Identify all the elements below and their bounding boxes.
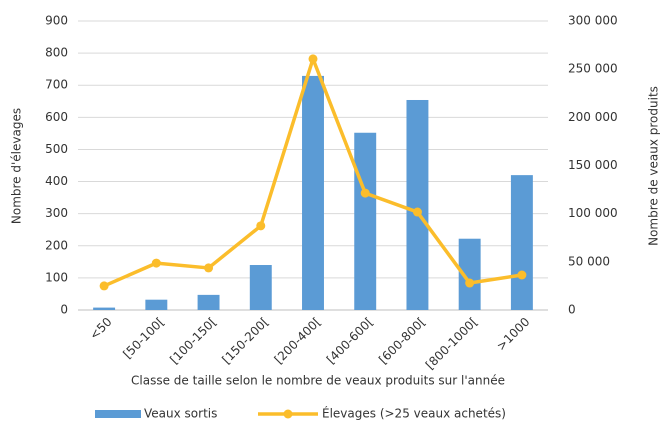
bar [93, 307, 116, 310]
y2-tick-label: 250 000 [568, 62, 618, 76]
x-tick-label: [100-150[ [167, 315, 219, 367]
bar [354, 132, 377, 310]
legend-swatch-marker [283, 409, 293, 419]
bar [510, 175, 533, 310]
y2-tick-label: 0 [568, 303, 576, 317]
bar [458, 238, 481, 310]
line-marker [308, 54, 318, 64]
y-tick-label: 100 [45, 270, 68, 284]
y2-tick-label: 300 000 [568, 14, 618, 28]
line-marker [151, 258, 161, 268]
line-marker [360, 188, 370, 198]
y-tick-label: 500 [45, 142, 68, 156]
y2-tick-label: 100 000 [568, 206, 618, 220]
x-tick-label: [800-1000[ [423, 315, 480, 372]
y2-tick-label: 200 000 [568, 110, 618, 124]
line-marker [256, 221, 266, 231]
y-tick-label: 400 [45, 174, 68, 188]
y-tick-label: 900 [45, 14, 68, 28]
x-tick-label: [150-200[ [219, 315, 271, 367]
legend-label: Veaux sortis [144, 407, 217, 421]
x-tick-label: >1000 [494, 315, 533, 354]
y-axis-title: Nombre d'élevages [10, 108, 24, 224]
x-tick-label: [600-800[ [376, 315, 428, 367]
line-marker [99, 281, 109, 291]
line-marker [412, 207, 422, 217]
bar [249, 265, 272, 310]
y-tick-label: 800 [45, 46, 68, 60]
line-marker [517, 270, 527, 280]
y-tick-label: 700 [45, 78, 68, 92]
y2-tick-label: 150 000 [568, 158, 618, 172]
bar [145, 299, 168, 310]
bar [302, 75, 324, 310]
x-tick-label: [50-100[ [120, 315, 167, 362]
x-axis-title: Classe de taille selon le nombre de veau… [131, 374, 505, 388]
y2-axis-title: Nombre de veaux produits [647, 86, 661, 246]
x-tick-label: [200-400[ [272, 315, 324, 367]
y-tick-label: 0 [60, 303, 68, 317]
x-tick-label: <50 [87, 315, 115, 343]
legend-swatch [95, 410, 141, 418]
line-marker [204, 263, 214, 273]
y2-tick-label: 50 000 [568, 254, 610, 268]
bar [406, 99, 429, 310]
legend-label: Élevages (>25 veaux achetés) [322, 406, 506, 421]
line-marker [465, 278, 475, 288]
x-tick-label: [400-600[ [324, 315, 376, 367]
bar [197, 294, 220, 310]
y-tick-label: 200 [45, 238, 68, 252]
y-tick-label: 300 [45, 206, 68, 220]
y-tick-label: 600 [45, 110, 68, 124]
